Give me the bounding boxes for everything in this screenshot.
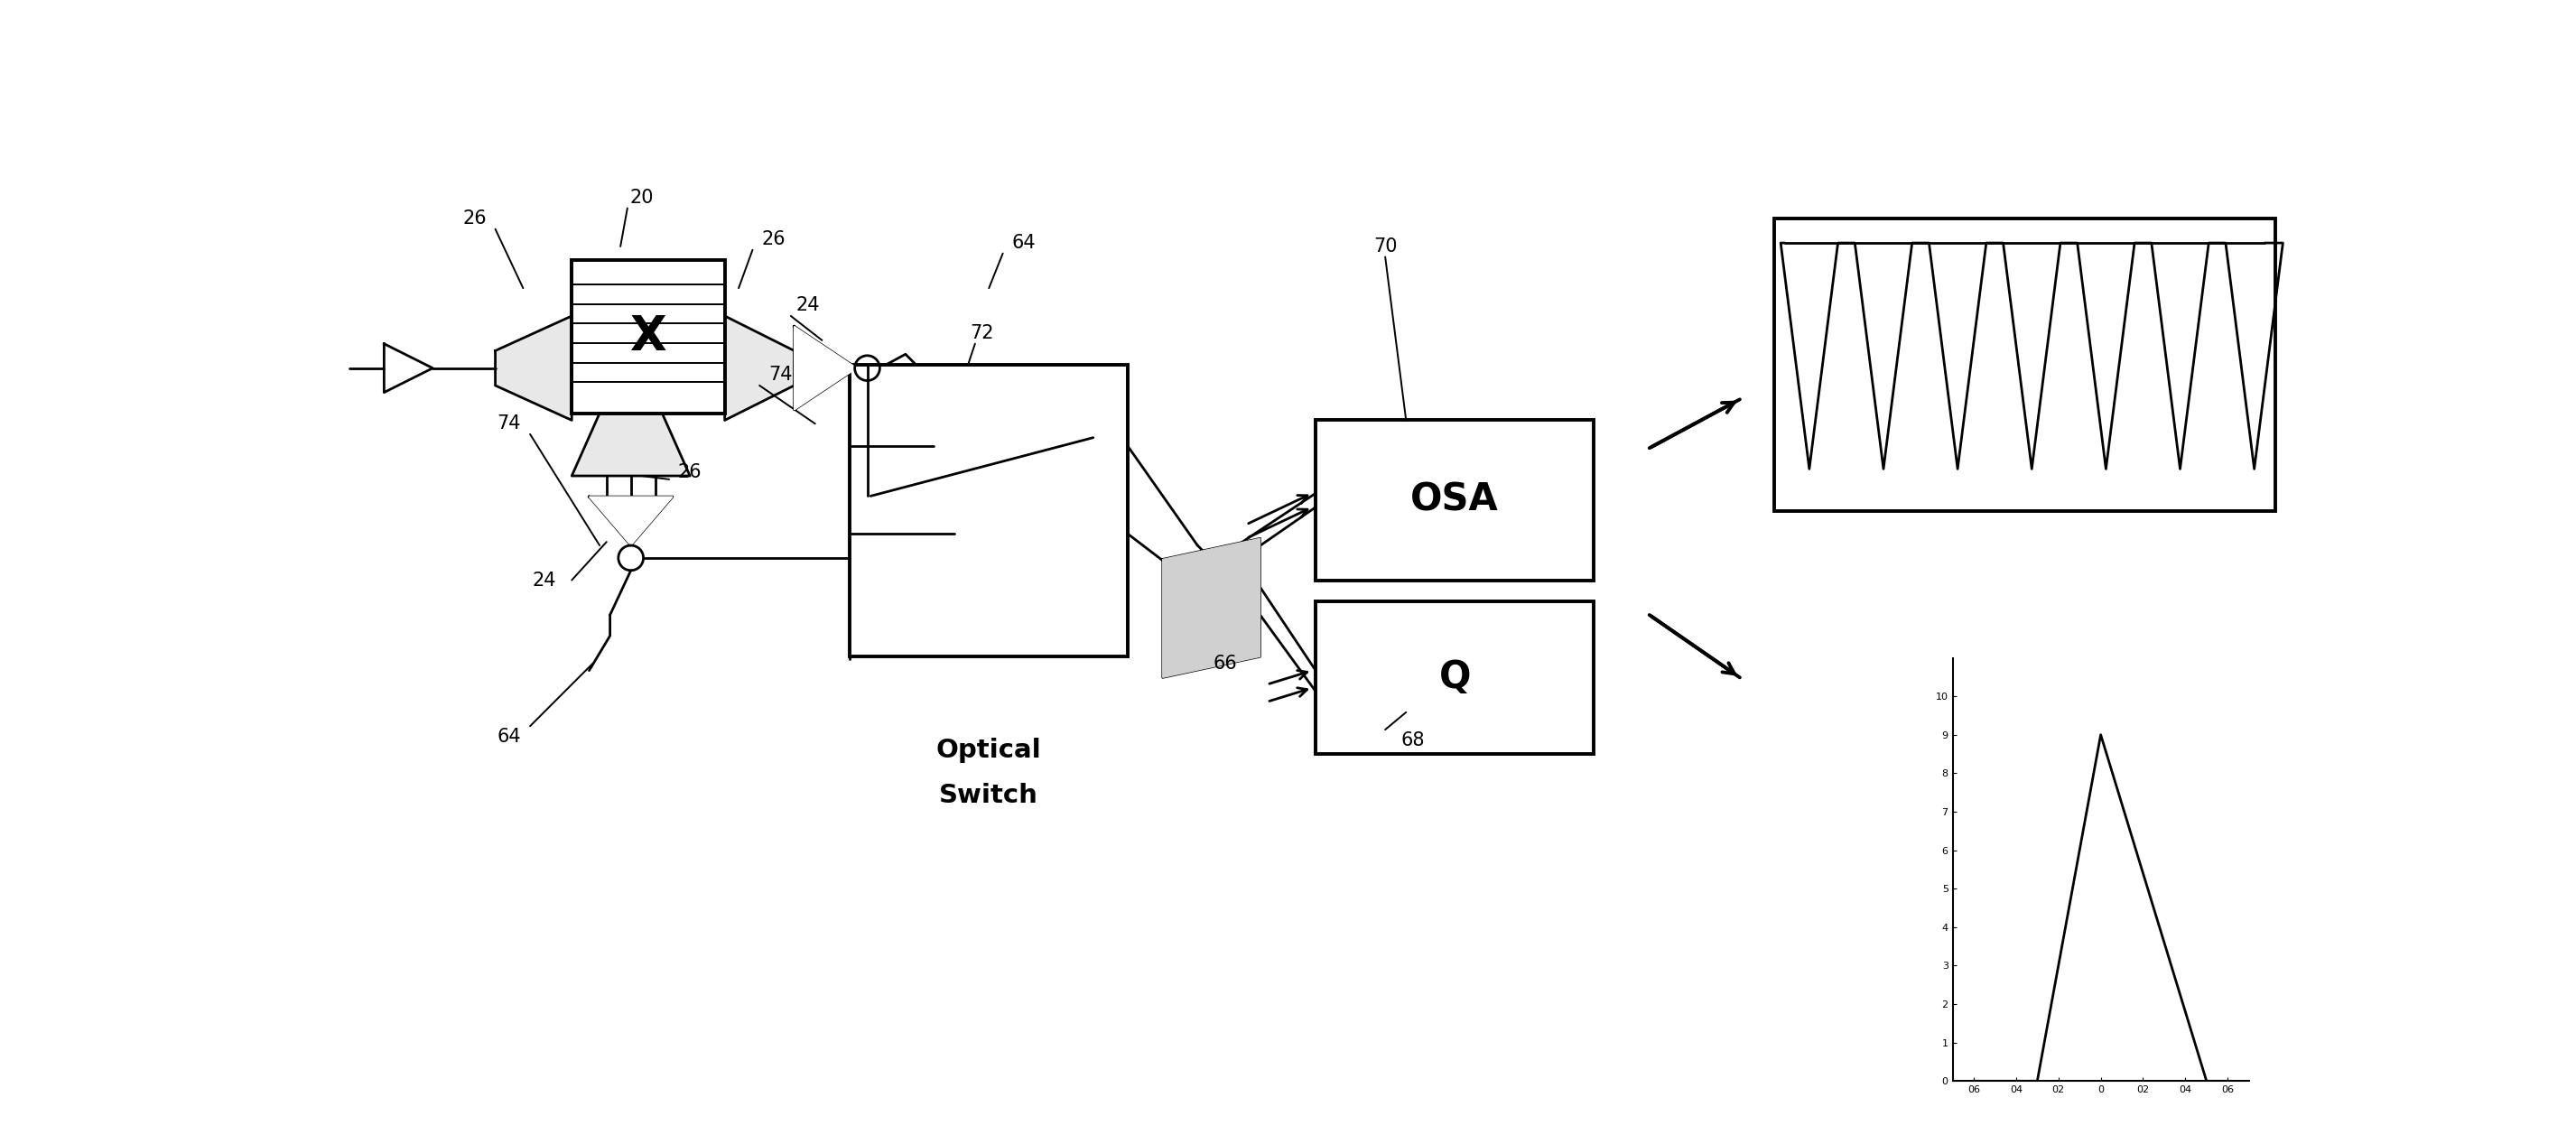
Polygon shape	[495, 316, 572, 420]
Text: OSA: OSA	[1412, 482, 1499, 519]
Text: 26: 26	[677, 463, 703, 482]
Text: 26: 26	[464, 209, 487, 228]
Text: 74: 74	[497, 414, 520, 432]
Text: 64: 64	[497, 728, 520, 746]
Bar	[1316, 420, 1595, 580]
Text: X: X	[631, 313, 667, 360]
Text: 24: 24	[796, 296, 819, 315]
Text: 20: 20	[629, 189, 654, 207]
Text: 72: 72	[971, 324, 994, 342]
Polygon shape	[384, 343, 433, 392]
Text: Switch: Switch	[940, 782, 1038, 809]
Text: Optical: Optical	[935, 738, 1041, 763]
Text: 70: 70	[1373, 238, 1396, 255]
Text: 64: 64	[1012, 233, 1036, 252]
Polygon shape	[1162, 539, 1260, 677]
Polygon shape	[724, 316, 793, 420]
Polygon shape	[572, 413, 690, 476]
Bar	[850, 365, 1128, 657]
Text: 24: 24	[533, 571, 556, 589]
Text: 74: 74	[768, 366, 793, 384]
Text: 26: 26	[762, 230, 786, 248]
Bar	[1316, 601, 1595, 754]
Polygon shape	[793, 326, 858, 410]
Bar	[572, 261, 724, 413]
Text: 68: 68	[1401, 731, 1425, 749]
Text: Q: Q	[1440, 659, 1471, 697]
Text: 66: 66	[1213, 654, 1236, 673]
Polygon shape	[590, 496, 672, 546]
Bar	[1775, 219, 2275, 510]
